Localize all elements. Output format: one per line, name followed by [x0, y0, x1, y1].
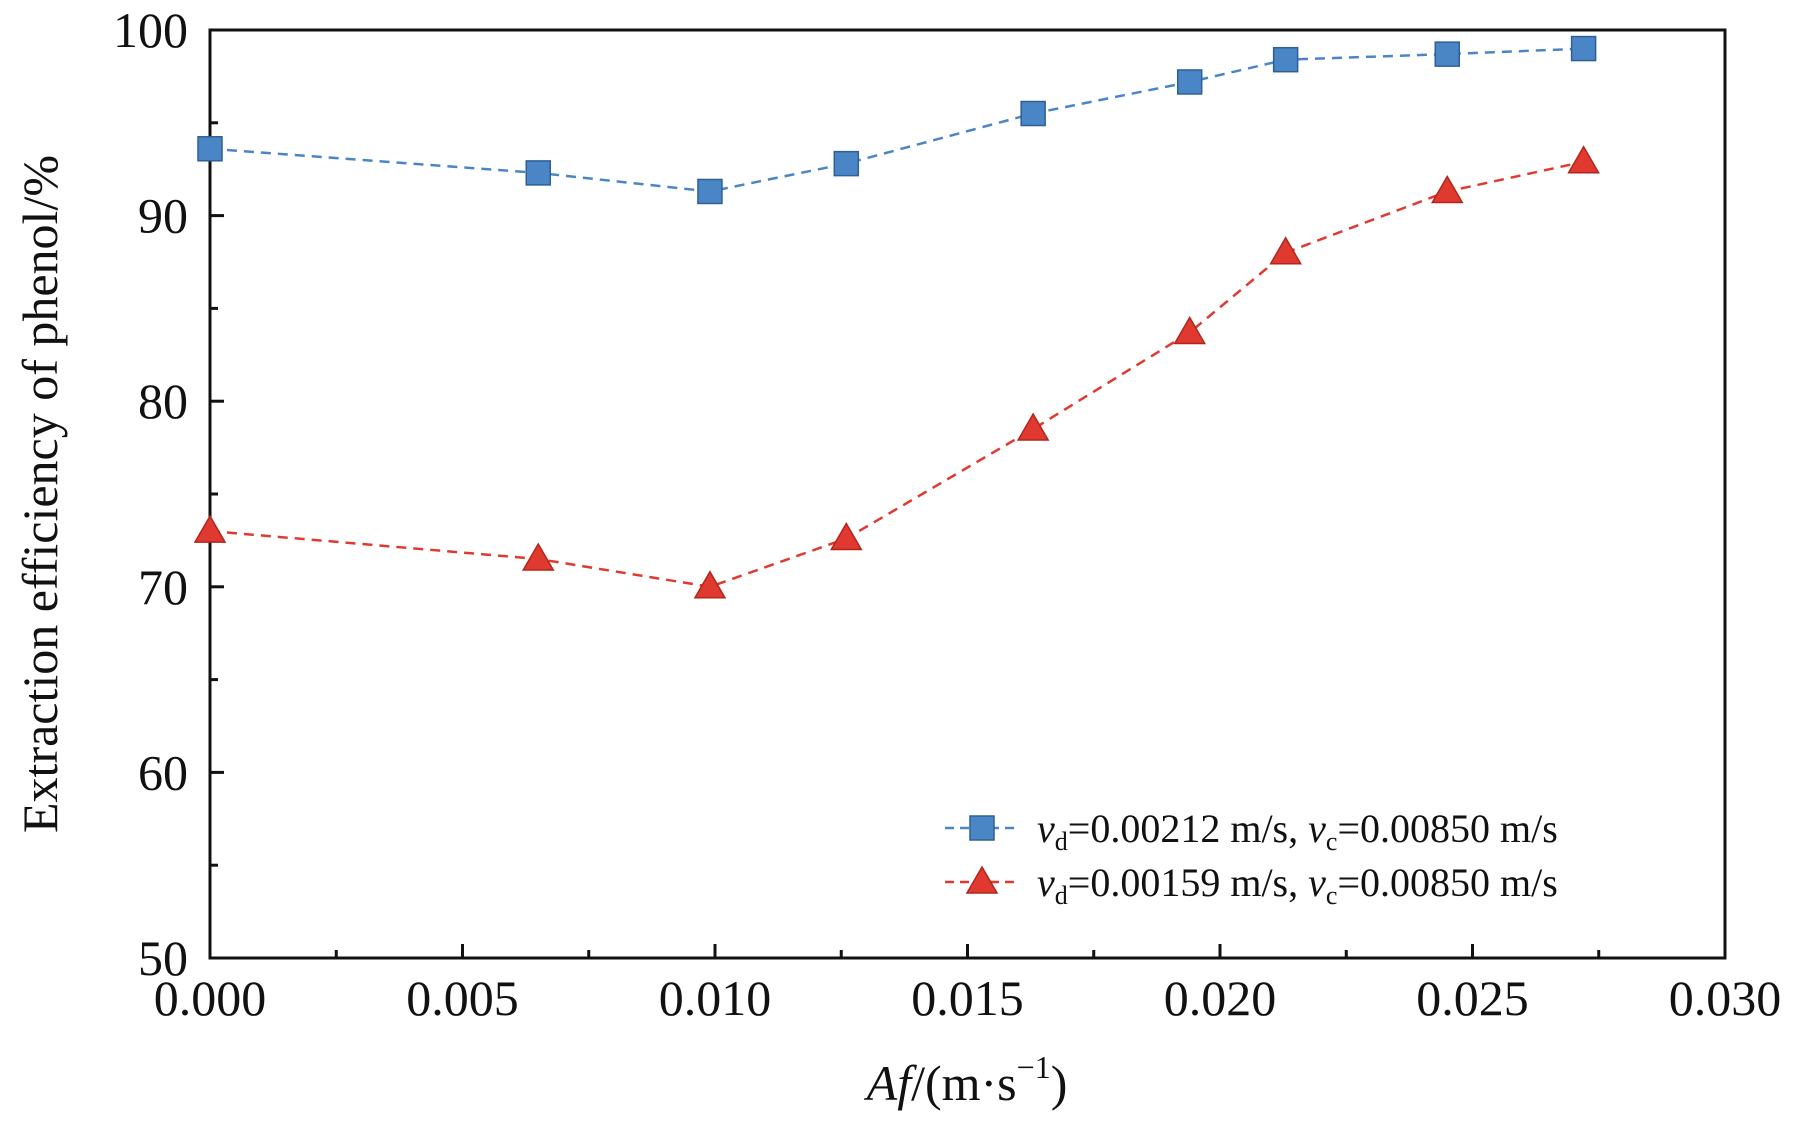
data-point: [1567, 145, 1600, 174]
data-point: [1016, 412, 1050, 441]
series-2: [193, 145, 1600, 599]
axis-labels: Af/(m·s−1) Extraction efficiency of pheno…: [12, 155, 1067, 1111]
legend-label-part: c: [1326, 881, 1338, 910]
y-tick-label: 70: [138, 559, 188, 615]
y-tick-label: 80: [138, 373, 188, 429]
series-line: [209, 160, 1584, 589]
data-point: [525, 160, 551, 186]
x-tick-label: 0.025: [1416, 970, 1529, 1026]
legend-label-part: =0.00159 m/s,: [1068, 860, 1308, 905]
legend-marker: [969, 815, 995, 841]
legend: vd=0.00212 m/s, vc=0.00850 m/svd=0.00159…: [945, 806, 1558, 910]
y-axis-label: Extraction efficiency of phenol/%: [12, 155, 68, 833]
series-1: [197, 35, 1597, 205]
data-point: [1176, 69, 1203, 95]
legend-label-part: d: [1055, 881, 1068, 910]
data-point: [697, 178, 723, 205]
legend-label-part: v: [1308, 860, 1326, 905]
x-axis-label-part: −1: [1017, 1049, 1051, 1085]
data-point: [1272, 46, 1299, 73]
data-point: [1173, 316, 1206, 345]
data-point: [197, 136, 223, 162]
series-group: [193, 35, 1600, 599]
data-point: [1430, 174, 1464, 204]
y-tick-label: 50: [138, 930, 188, 986]
y-tick-label: 60: [138, 744, 188, 800]
series-line: [209, 47, 1584, 193]
legend-label: vd=0.00212 m/s, vc=0.00850 m/s: [1037, 806, 1558, 856]
data-point: [521, 542, 555, 571]
x-axis-label: Af/(m·s−1): [864, 1049, 1068, 1111]
x-axis-label-part: /(m·s: [911, 1055, 1017, 1111]
y-tick-label: 100: [113, 2, 188, 58]
data-point: [193, 514, 227, 543]
legend-label-part: d: [1055, 827, 1068, 856]
legend-label-part: =0.00850 m/s: [1337, 806, 1557, 851]
legend-label: vd=0.00159 m/s, vc=0.00850 m/s: [1037, 860, 1558, 910]
axes: 0.000 0.005 0.010 0.015 0.020 0.025 0.030 50 60 7…: [113, 2, 1781, 1026]
x-tick-label: 0.005: [406, 970, 519, 1026]
legend-label-part: =0.00850 m/s: [1337, 860, 1557, 905]
x-tick-label: 0.030: [1669, 970, 1782, 1026]
legend-entry-1: vd=0.00212 m/s, vc=0.00850 m/s: [945, 806, 1558, 856]
legend-label-part: v: [1037, 806, 1055, 851]
x-axis-label-part: Af: [864, 1055, 918, 1111]
data-point: [1434, 41, 1460, 67]
data-point: [1020, 100, 1046, 127]
x-axis-label-part: ): [1051, 1055, 1068, 1111]
legend-label-part: =0.00212 m/s,: [1068, 806, 1308, 851]
y-tick-label: 90: [138, 188, 188, 244]
data-point: [1269, 236, 1302, 265]
data-point: [1570, 35, 1597, 62]
x-tick-label: 0.010: [659, 970, 772, 1026]
legend-entry-2: vd=0.00159 m/s, vc=0.00850 m/s: [945, 860, 1558, 910]
x-tick-label: 0.020: [1164, 970, 1277, 1026]
data-point: [830, 522, 863, 551]
legend-label-part: v: [1037, 860, 1055, 905]
data-point: [693, 570, 727, 599]
legend-label-part: c: [1326, 827, 1338, 856]
x-tick-label: 0.000: [154, 970, 267, 1026]
data-point: [833, 150, 860, 177]
legend-marker: [965, 865, 999, 894]
x-tick-label: 0.015: [911, 970, 1024, 1026]
legend-label-part: v: [1308, 806, 1326, 851]
